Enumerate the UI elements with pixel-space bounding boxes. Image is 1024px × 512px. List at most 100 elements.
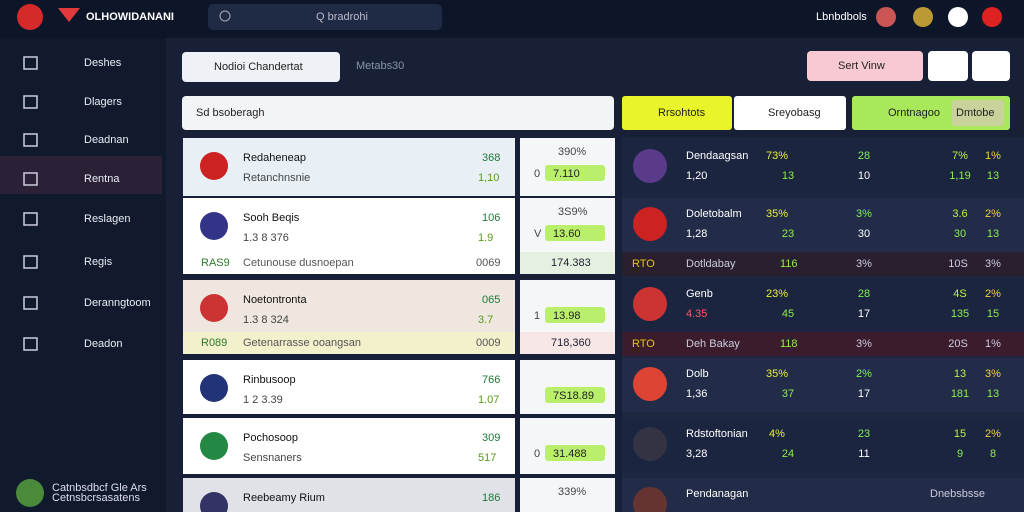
team-sub: Retanchnsnie [243,172,310,184]
team-crest [633,207,667,241]
nav-item: Dlagers [84,96,122,108]
match-card[interactable] [183,198,515,252]
stat-label: 28 [858,150,870,162]
odds-top: 368 [482,152,500,164]
odds-top: 065 [482,294,500,306]
standing-row[interactable] [622,418,1024,472]
match-card[interactable] [183,478,515,512]
stat-label: 1% [985,150,1001,162]
odds-badge[interactable] [545,165,605,181]
odds-badge[interactable] [545,225,605,241]
filter-4[interactable] [952,100,1004,126]
header-icon[interactable] [948,7,968,27]
nav-icon[interactable] [23,255,38,269]
menu-button[interactable] [928,51,968,81]
top-bar [0,0,1024,38]
standing-row[interactable] [622,140,1024,194]
standing-strip [622,252,1024,276]
strip-value: 0009 [476,337,500,349]
nav-icon[interactable] [23,133,38,147]
header-icon[interactable] [876,7,896,27]
match-card[interactable] [183,138,515,196]
header-icon[interactable] [913,7,933,27]
search-icon [219,10,231,22]
stat-label: 7% [952,150,968,162]
odds-top: 186 [482,492,500,504]
filter-button[interactable] [807,51,923,81]
standing-row[interactable] [622,478,1024,512]
odds-badge[interactable] [545,387,605,403]
odds-card[interactable] [520,478,615,512]
team-score: 1,28 [686,228,707,240]
nav-icon[interactable] [23,95,38,109]
nav-item: Deranngtoom [84,297,151,309]
filter-label: Orntnagoo [888,107,940,119]
stat-value: 135 [951,308,969,320]
brand-icon [58,8,80,22]
stat-label: 3% [856,208,872,220]
odds-top: 766 [482,374,500,386]
odds-arrow: 1 [534,310,540,322]
dropdown[interactable] [182,52,340,82]
strip-cell: 3% [856,338,872,350]
match-card[interactable] [183,360,515,414]
filter-1[interactable] [622,96,732,130]
search-box[interactable] [208,4,442,30]
stat-value: 17 [858,388,870,400]
team-badge [200,374,228,402]
odds-badge-text: 31.488 [553,448,587,460]
team-sub: 1.3 8 376 [243,232,289,244]
odds-badge[interactable] [545,445,605,461]
match-card[interactable] [183,418,515,474]
stat-label: 4% [769,428,785,440]
nav-icon[interactable] [23,296,38,310]
avatar[interactable] [16,479,44,507]
sidebar [0,38,166,512]
user-name: Lbnbdbols [816,11,867,23]
nav-item: Regis [84,256,113,268]
nav-icon[interactable] [23,172,38,186]
search-button[interactable] [972,51,1010,81]
team-badge [200,294,228,322]
odds-percent: 390% [558,146,586,158]
extra-text: Dnebsbsse [930,488,985,500]
strip-cell: 118 [780,338,798,350]
search-field-text: Sd bsoberagh [196,107,265,119]
nav-icon[interactable] [23,212,38,226]
team-score: 4.35 [686,308,707,320]
stat-label: 4S [953,288,966,300]
logo[interactable] [17,4,43,30]
team-name: Rinbusoop [243,374,296,386]
standing-row[interactable] [622,198,1024,252]
odds-badge[interactable] [545,307,605,323]
stat-value: 8 [990,448,996,460]
strip-cell: 10S [948,258,968,270]
stat-label: 15 [954,428,966,440]
stat-label: 3% [985,368,1001,380]
stat-label: 3.6 [952,208,967,220]
header-icon[interactable] [982,7,1002,27]
nav-icon[interactable] [23,56,38,70]
strip-cell: RTO [632,338,655,350]
strip-cell: 116 [780,258,798,270]
strip-value: 0069 [476,257,500,269]
odds-percent: 339% [558,486,586,498]
team-crest [633,149,667,183]
team-name: Noetontronta [243,294,307,306]
filter-2[interactable] [734,96,846,130]
stat-value: 37 [782,388,794,400]
stat-value: 181 [951,388,969,400]
standing-row[interactable] [622,278,1024,332]
strip-cell: 20S [948,338,968,350]
strip-cell: Dotldabay [686,258,736,270]
team-name: Doletobalm [686,208,742,220]
match-card[interactable] [183,280,515,332]
nav-icon[interactable] [23,337,38,351]
standing-row[interactable] [622,358,1024,412]
odds-card[interactable] [520,280,615,332]
search-field[interactable] [182,96,614,130]
stat-label: 73% [766,150,788,162]
nav-item: Rentna [84,173,120,185]
team-name: Reebeamy Rium [243,492,325,504]
